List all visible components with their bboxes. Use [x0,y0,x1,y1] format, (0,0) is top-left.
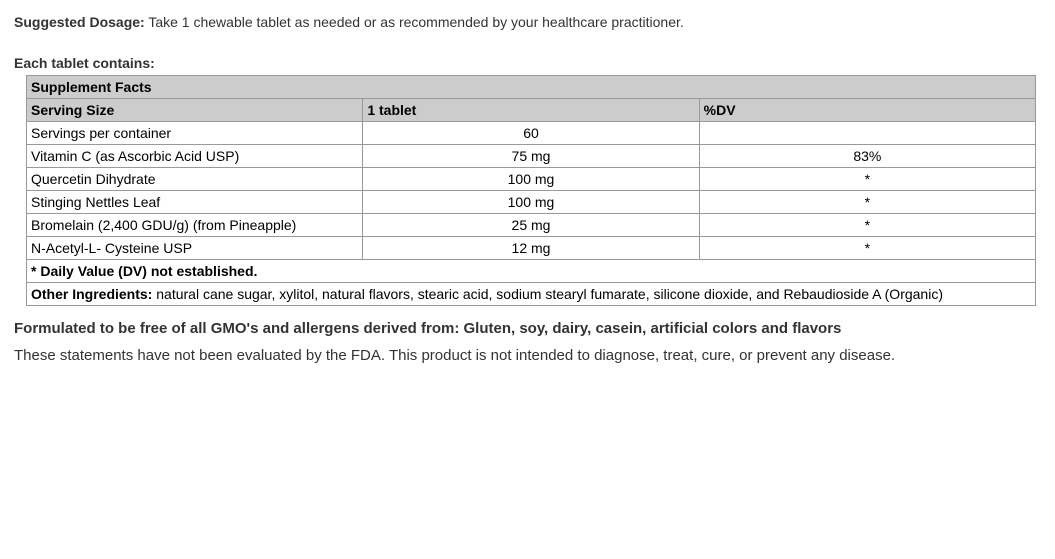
ingredient-dv: * [699,237,1035,260]
ingredient-amount: 60 [363,122,699,145]
fda-disclaimer: These statements have not been evaluated… [14,347,1041,364]
ingredient-name: Servings per container [27,122,363,145]
col-header-dv: %DV [699,99,1035,122]
table-row: Stinging Nettles Leaf 100 mg * [27,191,1036,214]
suggested-dosage: Suggested Dosage: Take 1 chewable tablet… [14,12,1041,33]
col-header-amount: 1 tablet [363,99,699,122]
ingredient-amount: 12 mg [363,237,699,260]
ingredient-amount: 75 mg [363,145,699,168]
ingredient-dv [699,122,1035,145]
ingredient-dv: * [699,214,1035,237]
ingredient-name: Vitamin C (as Ascorbic Acid USP) [27,145,363,168]
table-row: N-Acetyl-L- Cysteine USP 12 mg * [27,237,1036,260]
other-ingredients-label: Other Ingredients: [31,286,152,302]
ingredient-dv: * [699,168,1035,191]
ingredient-amount: 100 mg [363,191,699,214]
free-from-statement: Formulated to be free of all GMO's and a… [14,320,1041,337]
table-row: Bromelain (2,400 GDU/g) (from Pineapple)… [27,214,1036,237]
ingredient-dv: 83% [699,145,1035,168]
ingredient-name: Stinging Nettles Leaf [27,191,363,214]
ingredient-name: N-Acetyl-L- Cysteine USP [27,237,363,260]
other-ingredients-text: natural cane sugar, xylitol, natural fla… [152,286,943,302]
table-row: Servings per container 60 [27,122,1036,145]
dosage-text: Take 1 chewable tablet as needed or as r… [145,14,684,30]
table-row: Quercetin Dihydrate 100 mg * [27,168,1036,191]
ingredient-name: Quercetin Dihydrate [27,168,363,191]
dosage-label: Suggested Dosage: [14,14,145,30]
ingredient-dv: * [699,191,1035,214]
ingredient-amount: 100 mg [363,168,699,191]
other-ingredients: Other Ingredients: natural cane sugar, x… [27,283,1036,306]
dv-footnote: * Daily Value (DV) not established. [27,260,1036,283]
table-row: Vitamin C (as Ascorbic Acid USP) 75 mg 8… [27,145,1036,168]
each-tablet-contains-label: Each tablet contains: [14,55,1041,71]
ingredient-name: Bromelain (2,400 GDU/g) (from Pineapple) [27,214,363,237]
col-header-serving-size: Serving Size [27,99,363,122]
ingredient-amount: 25 mg [363,214,699,237]
table-title: Supplement Facts [27,76,1036,99]
supplement-facts-table: Supplement Facts Serving Size 1 tablet %… [26,75,1036,306]
